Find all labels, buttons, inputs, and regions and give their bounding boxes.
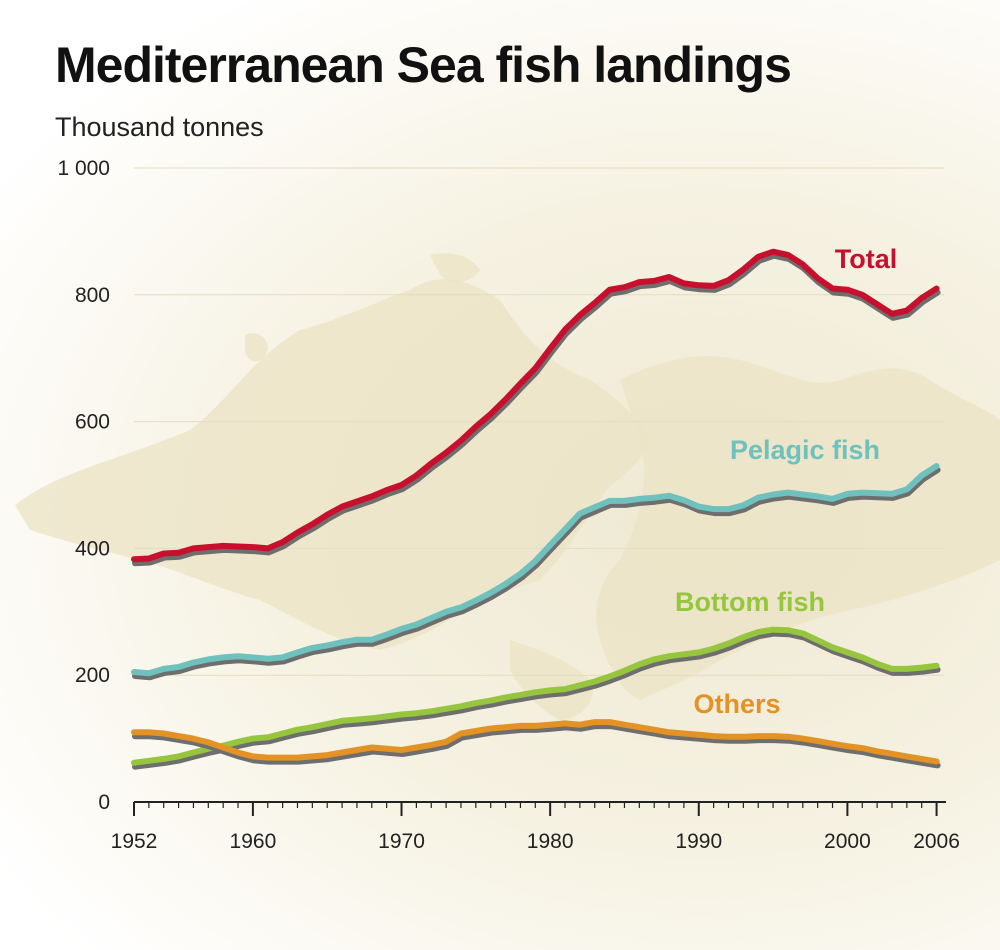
others-line-shadow: [132, 723, 941, 769]
series-labels: Total Pelagic fish Bottom fish Others: [675, 244, 897, 719]
map-shape-4: [245, 333, 268, 362]
total-label: Total: [835, 244, 898, 274]
pelagic-fish-line-shadow: [132, 467, 941, 681]
total-line: [131, 248, 940, 563]
x-tick-label: 1960: [230, 830, 277, 853]
y-tick-label: 0: [98, 791, 110, 814]
y-axis-label: Thousand tonnes: [55, 112, 264, 142]
bottom-fish-label: Bottom fish: [675, 587, 825, 617]
x-tick-label: 1970: [378, 830, 425, 853]
pelagic-fish-label: Pelagic fish: [730, 435, 880, 465]
x-tick-label: 1980: [527, 830, 574, 853]
y-tick-label: 400: [75, 537, 110, 560]
x-tick-label: 1990: [675, 830, 722, 853]
bottom-fish-line: [131, 626, 940, 766]
y-tick-label: 1 000: [57, 157, 110, 180]
map-shape-1: [596, 356, 1000, 700]
x-tick-label: 2000: [824, 830, 871, 853]
series-lines: [131, 248, 941, 770]
chart-title: Mediterranean Sea fish landings: [55, 37, 792, 93]
map-shape-2: [510, 640, 593, 720]
x-tick-label: 1952: [111, 830, 158, 853]
others-label: Others: [693, 689, 780, 719]
others-line: [131, 719, 940, 765]
y-tick-label: 800: [75, 284, 110, 307]
x-tick-label: 2006: [913, 830, 960, 853]
map-shape-3: [430, 253, 480, 282]
axes: 0 200 400 600 800 1 000 1952 1960 1970 1980 1990 20…: [57, 157, 959, 853]
pelagic-fish-line: [131, 463, 940, 677]
mediterranean-map-silhouette: [15, 253, 1000, 720]
y-tick-label: 600: [75, 411, 110, 434]
map-shape-0: [15, 279, 650, 650]
bottom-fish-line-shadow: [132, 630, 941, 770]
y-tick-label: 200: [75, 664, 110, 687]
